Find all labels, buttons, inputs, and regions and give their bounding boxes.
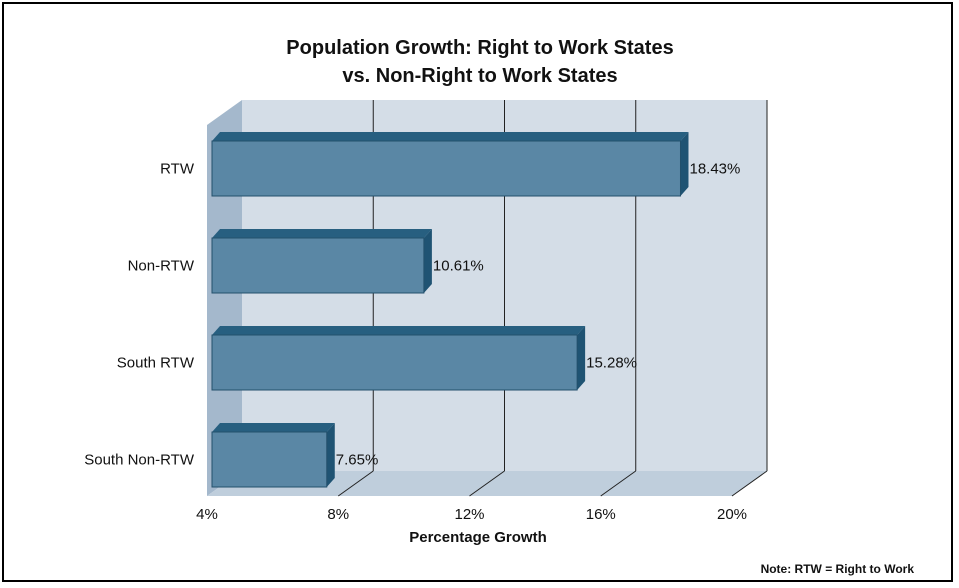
bar-top (212, 132, 689, 141)
x-tick-label: 16% (586, 506, 616, 523)
bar (211, 431, 328, 488)
x-tick-label: 12% (454, 506, 484, 523)
note-text: Note: RTW = Right to Work (761, 562, 915, 576)
bar-top (212, 326, 586, 335)
gridline-floor (469, 470, 505, 497)
bar-side (680, 132, 689, 196)
data-label: 15.28% (586, 355, 637, 372)
bar (211, 334, 578, 391)
bar-side (577, 326, 586, 390)
gridline-floor (731, 470, 768, 497)
x-tick-label: 20% (717, 506, 747, 523)
chart-frame: Population Growth: Right to Work States … (2, 2, 953, 582)
category-label: South Non-RTW (84, 452, 195, 469)
bar-top (212, 423, 335, 432)
data-label: 7.65% (336, 452, 379, 469)
chart-title-line-2: vs. Non-Right to Work States (342, 65, 617, 87)
bar (211, 237, 425, 294)
left-wall (207, 100, 242, 496)
x-tick-label: 8% (327, 506, 349, 523)
gridline-floor (337, 470, 374, 497)
bar-chart: Population Growth: Right to Work States … (84, 37, 915, 576)
data-label: 10.61% (433, 258, 484, 275)
x-axis-label: Percentage Growth (409, 529, 547, 546)
category-label: South RTW (117, 355, 195, 372)
category-label: RTW (160, 161, 195, 178)
data-label: 18.43% (689, 161, 740, 178)
bar (211, 140, 681, 197)
x-tick-label: 4% (196, 506, 218, 523)
gridline-floor (600, 470, 637, 497)
bar-side (326, 423, 335, 487)
category-label: Non-RTW (128, 258, 195, 275)
bar-top (212, 229, 432, 238)
bar-side (423, 229, 432, 293)
chart-title-line-1: Population Growth: Right to Work States (286, 37, 673, 59)
